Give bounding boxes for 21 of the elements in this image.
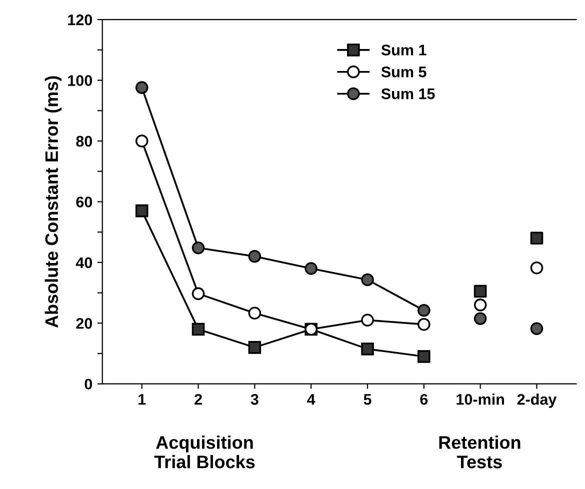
x-tick-label: 10-min — [456, 394, 504, 405]
x-tick-label: 1 — [138, 394, 146, 405]
text: Acquisition Trial Blocks — [154, 436, 255, 468]
y-tick-label: 20 — [76, 318, 92, 329]
x-tick-label: 2-day — [517, 394, 557, 408]
x-tick-label: 6 — [420, 394, 428, 405]
x-tick-label: 4 — [307, 394, 316, 405]
y-tick-label: 0 — [84, 378, 92, 390]
y-axis-title: Absolute Constant Error (ms) — [44, 76, 62, 328]
y-tick-label: 60 — [76, 196, 92, 208]
x-tick-label: 3 — [250, 394, 258, 405]
x-tick-label: 5 — [364, 394, 372, 405]
y-tick-label: 100 — [68, 75, 92, 86]
x-tick-label: 2 — [194, 394, 202, 405]
y-tick-label: 40 — [76, 257, 92, 268]
legend-label: Sum 5 — [381, 66, 426, 78]
legend-label: Sum 15 — [381, 88, 435, 100]
text: Retention Tests — [439, 436, 520, 468]
y-tick-label: 120 — [68, 14, 92, 26]
legend-label: Sum 1 — [381, 44, 426, 56]
y-tick-label: 80 — [76, 136, 92, 147]
